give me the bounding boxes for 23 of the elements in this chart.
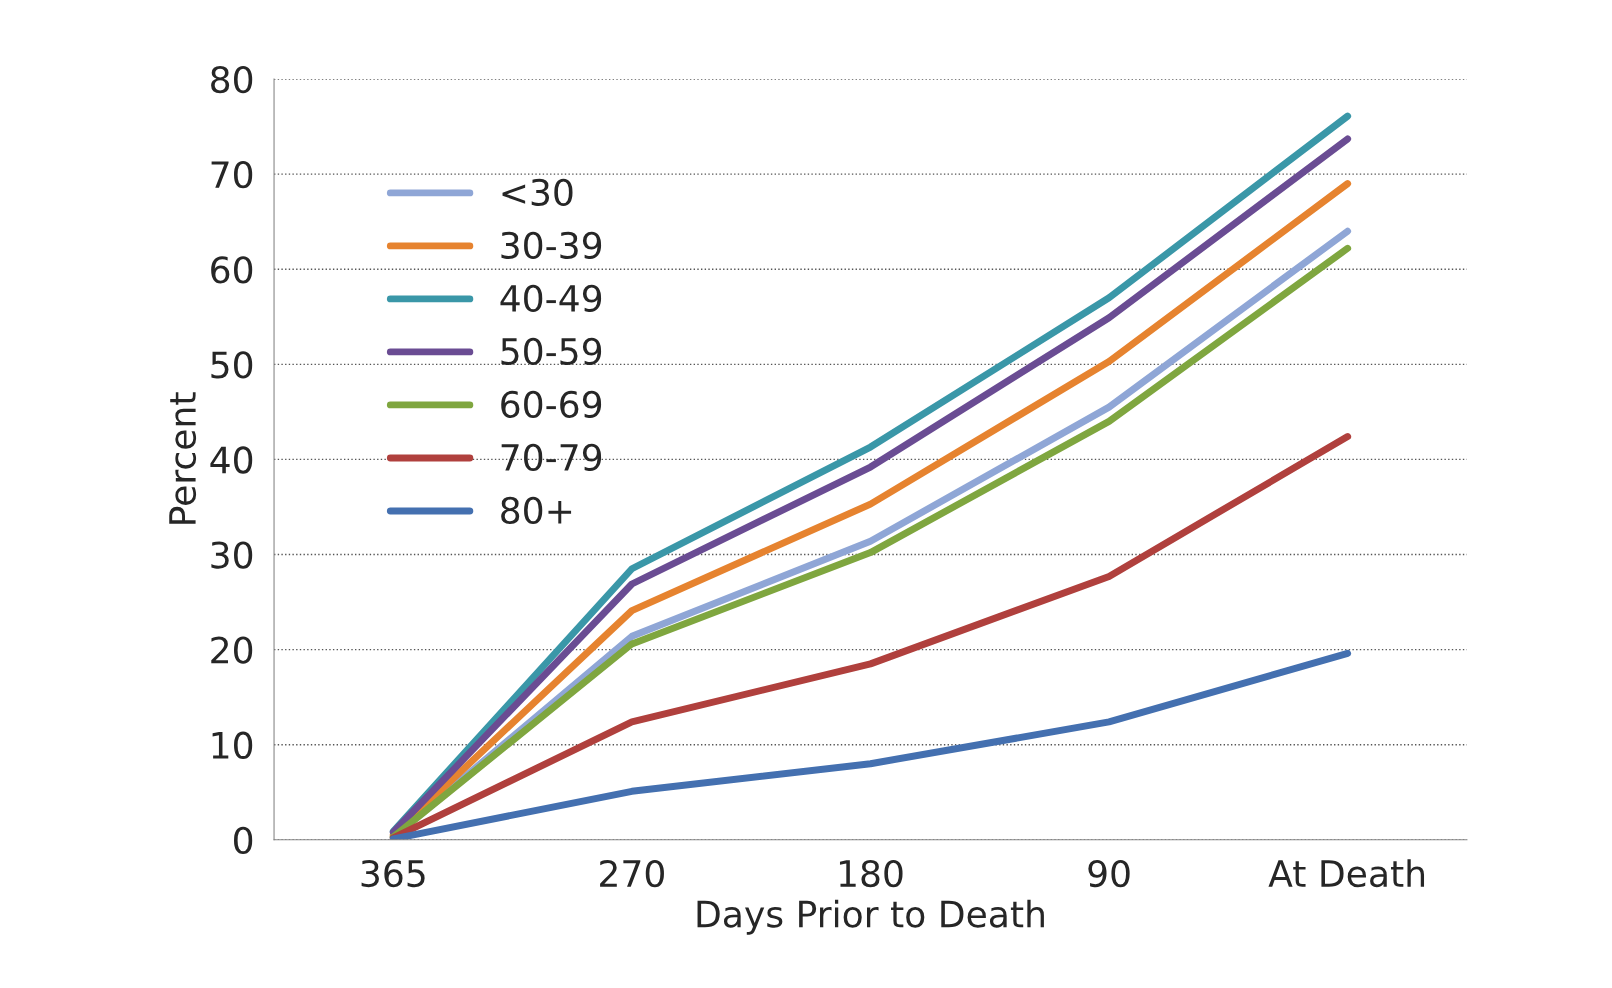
x-tick-label: At Death	[1268, 859, 1425, 888]
x-tick-label: 90	[1088, 859, 1130, 888]
legend-label: 40-49	[500, 284, 602, 313]
y-tick-label: 40	[210, 446, 253, 474]
x-tick-label: 180	[839, 859, 903, 888]
y-tick-label: 60	[211, 256, 253, 284]
y-tick-label: 30	[211, 541, 253, 569]
y-tick-label: 0	[234, 826, 253, 855]
y-tick-label: 50	[211, 351, 253, 379]
y-tick-label: 10	[212, 731, 253, 759]
y-axis-title: Percent	[169, 392, 197, 524]
x-tick-label: 365	[361, 859, 425, 888]
y-tick-label: 80	[211, 65, 253, 94]
legend-label: <30	[502, 178, 573, 207]
x-axis-title: Days Prior to Death	[697, 899, 1044, 935]
legend-label: 60-69	[501, 390, 602, 419]
legend-label: 80+	[501, 496, 572, 525]
legend-label: 50-59	[501, 337, 602, 366]
x-tick-label: 270	[600, 859, 664, 888]
legend-label: 30-39	[501, 231, 602, 260]
y-tick-label: 70	[211, 161, 253, 189]
y-tick-label: 20	[211, 636, 253, 664]
legend-label: 70-79	[501, 443, 602, 472]
